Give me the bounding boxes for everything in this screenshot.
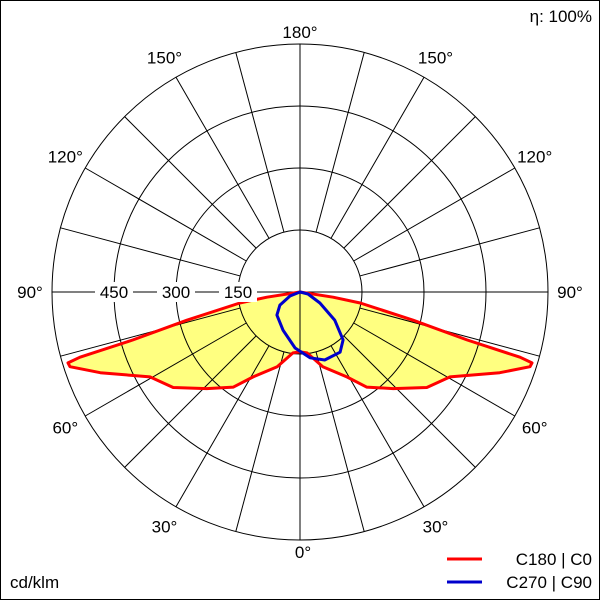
- grid-spoke: [235, 52, 285, 233]
- radial-tick-label-450: 450: [100, 283, 128, 302]
- legend: C180 | C0 C270 | C90: [447, 550, 592, 592]
- grid-spoke: [124, 335, 257, 468]
- grid-spoke: [84, 322, 247, 417]
- radial-tick-label-300: 300: [162, 283, 190, 302]
- grid-spoke: [343, 116, 476, 249]
- angle-label-90-left: 90°: [17, 283, 43, 302]
- angle-label-60-right: 60°: [522, 419, 548, 438]
- angle-label-30-left: 30°: [152, 518, 178, 537]
- angle-label-120-right: 120°: [517, 148, 552, 167]
- angle-label-60-left: 60°: [52, 419, 78, 438]
- angle-label-0-center: 0°: [295, 543, 311, 562]
- tick-label-bg: [95, 282, 133, 302]
- unit-label: cd/klm: [10, 573, 59, 592]
- series-line-c270-c90: [275, 290, 345, 362]
- grid-spoke: [175, 76, 270, 239]
- tick-label-bg: [157, 282, 195, 302]
- angle-label-150-left: 150°: [147, 48, 182, 67]
- legend-label-c180-c0: C180 | C0: [516, 550, 592, 569]
- angle-label-180-center: 180°: [282, 23, 317, 42]
- grid-spoke: [353, 322, 516, 417]
- angle-label-150-right: 150°: [418, 48, 453, 67]
- radial-tick-label-150: 150: [224, 283, 252, 302]
- grid-spoke: [235, 351, 285, 532]
- angle-label-bg: [550, 282, 590, 302]
- angle-label-bg: [10, 282, 50, 302]
- legend-label-c270-c90: C270 | C90: [506, 573, 592, 592]
- grid-spoke: [84, 167, 247, 262]
- angle-label-120-left: 120°: [48, 148, 83, 167]
- grid-spoke: [343, 335, 476, 468]
- grid-spoke: [124, 116, 257, 249]
- tick-label-bg: [219, 282, 257, 302]
- angle-label-90-right: 90°: [557, 283, 583, 302]
- grid-spoke: [330, 76, 425, 239]
- grid-spoke: [175, 345, 270, 508]
- grid-spoke: [315, 351, 365, 532]
- grid-spoke: [60, 227, 241, 277]
- grid-spoke: [359, 227, 540, 277]
- efficiency-label: η: 100%: [530, 7, 592, 26]
- grid-spoke: [315, 52, 365, 233]
- angle-label-30-right: 30°: [423, 518, 449, 537]
- grid-spoke: [353, 167, 516, 262]
- grid-spoke: [330, 345, 425, 508]
